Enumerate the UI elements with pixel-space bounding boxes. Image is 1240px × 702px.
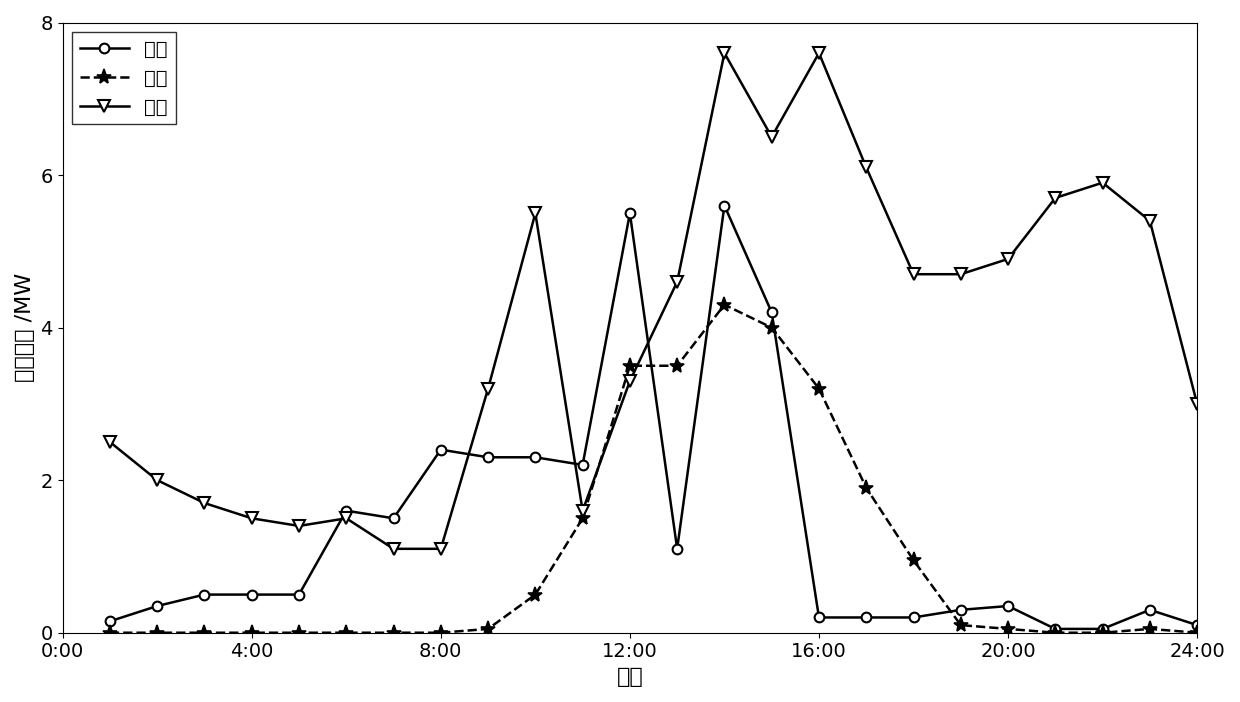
负荷 <box>1048 194 1063 202</box>
光伏 <box>670 362 684 370</box>
风机 <box>622 209 637 218</box>
光伏 <box>481 625 496 633</box>
光伏 <box>339 628 353 637</box>
负荷 <box>622 377 637 385</box>
光伏 <box>528 590 543 599</box>
光伏 <box>1189 628 1204 637</box>
负荷 <box>954 270 968 279</box>
风机 <box>386 514 401 522</box>
风机 <box>1048 625 1063 633</box>
风机 <box>1001 602 1016 610</box>
光伏 <box>575 514 590 522</box>
风机 <box>859 614 874 622</box>
光伏 <box>1048 628 1063 637</box>
负荷 <box>670 277 684 286</box>
风机 <box>244 590 259 599</box>
风机 <box>150 602 165 610</box>
负荷 <box>197 499 212 508</box>
风机 <box>1189 621 1204 629</box>
Line: 光伏: 光伏 <box>102 297 1205 640</box>
风机 <box>339 506 353 515</box>
负荷 <box>1095 178 1110 187</box>
光伏 <box>244 628 259 637</box>
负荷 <box>339 514 353 522</box>
负荷 <box>528 209 543 218</box>
风机 <box>433 446 448 454</box>
风机 <box>764 308 779 317</box>
负荷 <box>717 49 732 58</box>
风机 <box>811 614 826 622</box>
光伏 <box>291 628 306 637</box>
风机 <box>670 545 684 553</box>
光伏 <box>764 324 779 332</box>
负荷 <box>103 438 118 446</box>
负荷 <box>859 164 874 172</box>
风机 <box>575 461 590 469</box>
光伏 <box>954 621 968 629</box>
负荷 <box>811 49 826 58</box>
光伏 <box>386 628 401 637</box>
光伏 <box>906 556 921 564</box>
X-axis label: 时刻: 时刻 <box>616 667 644 687</box>
负荷 <box>1142 217 1157 225</box>
光伏 <box>717 300 732 309</box>
风机 <box>197 590 212 599</box>
负荷 <box>764 133 779 141</box>
风机 <box>717 201 732 210</box>
光伏 <box>103 628 118 637</box>
负荷 <box>575 506 590 515</box>
风机 <box>1095 625 1110 633</box>
Line: 风机: 风机 <box>105 201 1202 634</box>
光伏 <box>197 628 212 637</box>
负荷 <box>906 270 921 279</box>
光伏 <box>150 628 165 637</box>
光伏 <box>1142 625 1157 633</box>
风机 <box>1142 606 1157 614</box>
光伏 <box>1001 625 1016 633</box>
光伏 <box>622 362 637 370</box>
光伏 <box>811 385 826 393</box>
负荷 <box>1189 399 1204 408</box>
Y-axis label: 预测数据 /MW: 预测数据 /MW <box>15 273 35 382</box>
负荷 <box>433 545 448 553</box>
Line: 负荷: 负荷 <box>104 47 1203 555</box>
风机 <box>291 590 306 599</box>
负荷 <box>150 476 165 484</box>
负荷 <box>481 385 496 393</box>
负荷 <box>291 522 306 530</box>
负荷 <box>386 545 401 553</box>
光伏 <box>433 628 448 637</box>
风机 <box>103 617 118 625</box>
风机 <box>906 614 921 622</box>
负荷 <box>1001 255 1016 263</box>
风机 <box>528 453 543 461</box>
风机 <box>481 453 496 461</box>
光伏 <box>859 484 874 492</box>
负荷 <box>244 514 259 522</box>
Legend: 风机, 光伏, 负荷: 风机, 光伏, 负荷 <box>72 32 176 124</box>
风机 <box>954 606 968 614</box>
光伏 <box>1095 628 1110 637</box>
